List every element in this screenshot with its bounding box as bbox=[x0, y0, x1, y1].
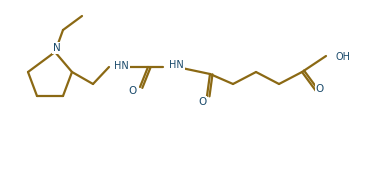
Text: HN: HN bbox=[114, 61, 129, 71]
Text: OH: OH bbox=[335, 52, 350, 62]
Text: O: O bbox=[198, 97, 206, 107]
Text: HN: HN bbox=[169, 60, 184, 70]
Text: O: O bbox=[316, 84, 324, 94]
Text: N: N bbox=[53, 43, 61, 53]
Text: O: O bbox=[128, 86, 136, 96]
